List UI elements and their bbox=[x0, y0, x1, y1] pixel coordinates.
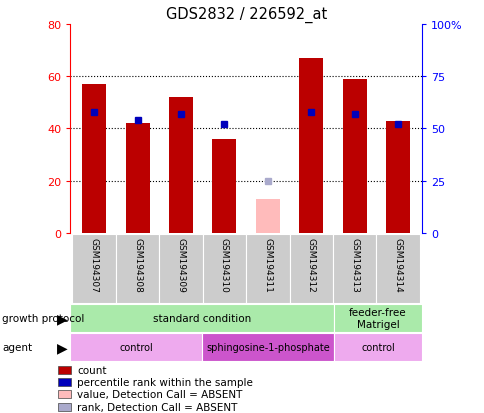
Text: control: control bbox=[361, 342, 394, 352]
Text: growth protocol: growth protocol bbox=[2, 313, 85, 323]
Bar bbox=[116, 234, 159, 304]
Bar bbox=[70, 304, 333, 332]
Text: rank, Detection Call = ABSENT: rank, Detection Call = ABSENT bbox=[77, 402, 237, 412]
Bar bbox=[256, 199, 279, 233]
Bar bbox=[245, 234, 289, 304]
Bar bbox=[70, 333, 202, 361]
Bar bbox=[212, 140, 236, 233]
Bar bbox=[333, 234, 376, 304]
Bar bbox=[342, 80, 366, 233]
Text: GSM194309: GSM194309 bbox=[176, 237, 185, 292]
Bar bbox=[333, 333, 421, 361]
Bar bbox=[385, 121, 409, 233]
Title: GDS2832 / 226592_at: GDS2832 / 226592_at bbox=[165, 7, 326, 24]
Text: agent: agent bbox=[2, 342, 32, 352]
Bar bbox=[159, 234, 202, 304]
Bar bbox=[58, 366, 71, 374]
Text: GSM194310: GSM194310 bbox=[219, 237, 228, 292]
Text: GSM194307: GSM194307 bbox=[90, 237, 99, 292]
Text: GSM194314: GSM194314 bbox=[393, 237, 402, 292]
Bar bbox=[376, 234, 419, 304]
Text: percentile rank within the sample: percentile rank within the sample bbox=[77, 377, 253, 387]
Bar bbox=[58, 378, 71, 386]
Text: feeder-free
Matrigel: feeder-free Matrigel bbox=[348, 308, 406, 329]
Bar bbox=[202, 333, 333, 361]
Text: value, Detection Call = ABSENT: value, Detection Call = ABSENT bbox=[77, 389, 242, 399]
Text: control: control bbox=[119, 342, 153, 352]
Text: count: count bbox=[77, 365, 106, 375]
Text: sphingosine-1-phosphate: sphingosine-1-phosphate bbox=[206, 342, 329, 352]
Text: GSM194312: GSM194312 bbox=[306, 237, 315, 292]
Bar bbox=[202, 234, 245, 304]
Bar bbox=[58, 390, 71, 399]
Bar bbox=[72, 234, 116, 304]
Text: GSM194313: GSM194313 bbox=[349, 237, 359, 292]
Bar bbox=[169, 98, 193, 233]
Text: ▶: ▶ bbox=[57, 340, 67, 354]
Bar bbox=[299, 59, 322, 233]
Bar bbox=[333, 304, 421, 332]
Bar bbox=[58, 403, 71, 411]
Bar bbox=[125, 124, 149, 233]
Text: ▶: ▶ bbox=[57, 311, 67, 325]
Bar bbox=[82, 85, 106, 233]
Text: GSM194308: GSM194308 bbox=[133, 237, 142, 292]
Text: standard condition: standard condition bbox=[153, 313, 251, 323]
Bar bbox=[289, 234, 333, 304]
Text: GSM194311: GSM194311 bbox=[263, 237, 272, 292]
